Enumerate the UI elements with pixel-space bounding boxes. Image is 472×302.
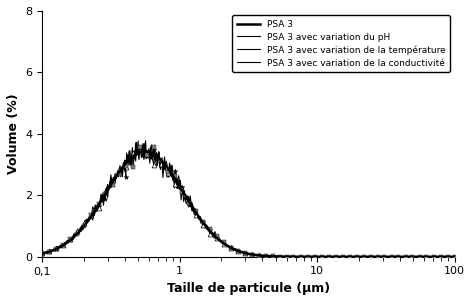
PSA 3 [236, 249, 242, 253]
PSA 3 avec variation de la conductivité [40, 252, 45, 255]
PSA 3 [378, 255, 384, 259]
Line: PSA 3 avec variation du pH: PSA 3 avec variation du pH [42, 141, 455, 257]
PSA 3 avec variation de la température [239, 251, 244, 254]
PSA 3 avec variation du pH [443, 255, 448, 259]
X-axis label: Taille de particule (μm): Taille de particule (μm) [167, 282, 330, 295]
Legend: PSA 3, PSA 3 avec variation du pH, PSA 3 avec variation de la température, PSA 3: PSA 3, PSA 3 avec variation du pH, PSA 3… [233, 15, 450, 72]
PSA 3 avec variation de la température [378, 255, 384, 259]
PSA 3 avec variation de la température [40, 251, 45, 255]
PSA 3 [452, 255, 457, 259]
PSA 3 [142, 149, 148, 153]
PSA 3 avec variation du pH [286, 255, 291, 259]
PSA 3 avec variation de la conductivité [236, 249, 242, 253]
PSA 3 [443, 255, 448, 259]
Line: PSA 3: PSA 3 [42, 151, 455, 257]
Y-axis label: Volume (%): Volume (%) [7, 94, 20, 174]
PSA 3 avec variation de la température [443, 255, 448, 259]
PSA 3 [263, 254, 269, 258]
PSA 3 avec variation du pH [239, 250, 244, 254]
PSA 3 avec variation de la conductivité [263, 254, 269, 258]
PSA 3 avec variation du pH [378, 255, 384, 259]
PSA 3 avec variation de la température [263, 254, 269, 258]
PSA 3 avec variation de la température [134, 140, 139, 144]
PSA 3 avec variation du pH [263, 254, 269, 258]
Line: PSA 3 avec variation de la conductivité: PSA 3 avec variation de la conductivité [42, 141, 455, 257]
PSA 3 [239, 250, 244, 254]
PSA 3 avec variation du pH [452, 255, 457, 259]
PSA 3 avec variation du pH [236, 249, 242, 253]
PSA 3 avec variation de la conductivité [452, 255, 457, 259]
PSA 3 [40, 252, 45, 255]
PSA 3 avec variation du pH [143, 139, 148, 143]
PSA 3 avec variation de la température [452, 255, 457, 259]
PSA 3 avec variation de la conductivité [239, 250, 244, 254]
PSA 3 [286, 255, 291, 259]
PSA 3 avec variation de la conductivité [378, 255, 384, 259]
PSA 3 avec variation de la conductivité [286, 255, 291, 259]
Line: PSA 3 avec variation de la température: PSA 3 avec variation de la température [42, 142, 455, 257]
PSA 3 avec variation de la température [286, 255, 291, 259]
PSA 3 avec variation de la conductivité [443, 255, 448, 259]
PSA 3 avec variation de la température [236, 249, 242, 253]
PSA 3 avec variation du pH [40, 252, 45, 255]
PSA 3 avec variation de la conductivité [135, 139, 141, 143]
